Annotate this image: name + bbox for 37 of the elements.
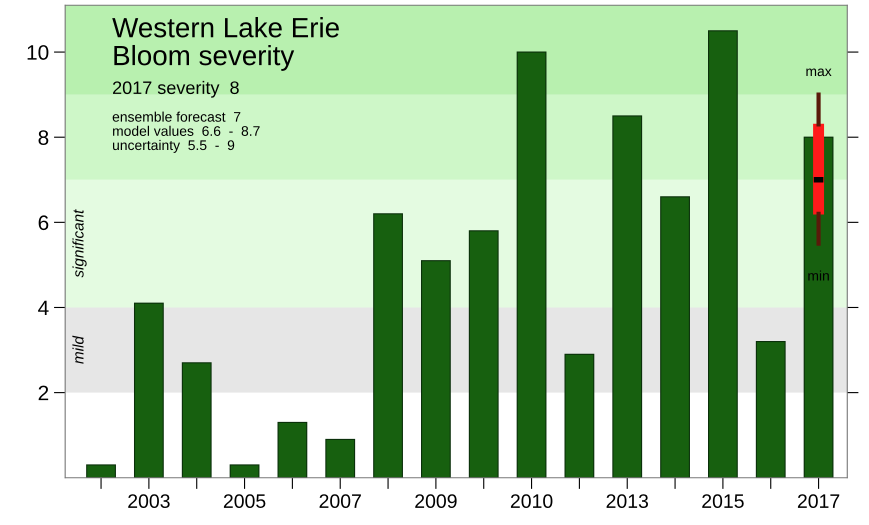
x-tick-label: 2013 <box>606 494 648 508</box>
bar <box>325 438 356 478</box>
x-tick-label: 2007 <box>320 494 361 508</box>
annotation: ensemble forecast 7 <box>112 112 240 122</box>
x-tick-label: 2010 <box>510 494 552 508</box>
band-label: mild <box>72 336 84 364</box>
annotation: model values 6.6 - 8.7 <box>113 126 260 136</box>
bar <box>420 260 451 478</box>
band-label: significant <box>72 209 87 278</box>
y-tick-label: 4 <box>38 300 49 316</box>
x-tick-label: 2009 <box>415 494 457 508</box>
bar <box>182 362 212 478</box>
y-tick-label: 6 <box>38 215 48 230</box>
bar <box>660 196 690 478</box>
text: Western Lake Erie Bloom severity <box>112 17 339 71</box>
bar <box>756 340 786 478</box>
annotation: min <box>808 270 829 281</box>
bar <box>516 52 546 478</box>
x-tick-label: 2003 <box>128 494 170 508</box>
bar <box>373 213 403 478</box>
x-tick-label: 2017 <box>798 494 840 508</box>
annotation: 2017 severity 8 <box>113 80 239 98</box>
bar <box>564 354 594 478</box>
bar <box>468 230 499 478</box>
bar <box>277 422 308 478</box>
x-tick-label: 2005 <box>224 494 266 508</box>
y-tick-label: 8 <box>38 130 48 145</box>
annotation: uncertainty 5.5 - 9 <box>113 140 234 153</box>
bar <box>134 302 164 478</box>
bar <box>612 115 642 478</box>
bar <box>230 464 260 478</box>
bar <box>708 30 738 478</box>
y-tick-label: 2 <box>38 386 48 400</box>
bar <box>86 464 116 478</box>
x-tick-label: 2015 <box>702 494 744 508</box>
y-tick-label: 10 <box>28 45 48 60</box>
annotation: max <box>806 68 832 76</box>
